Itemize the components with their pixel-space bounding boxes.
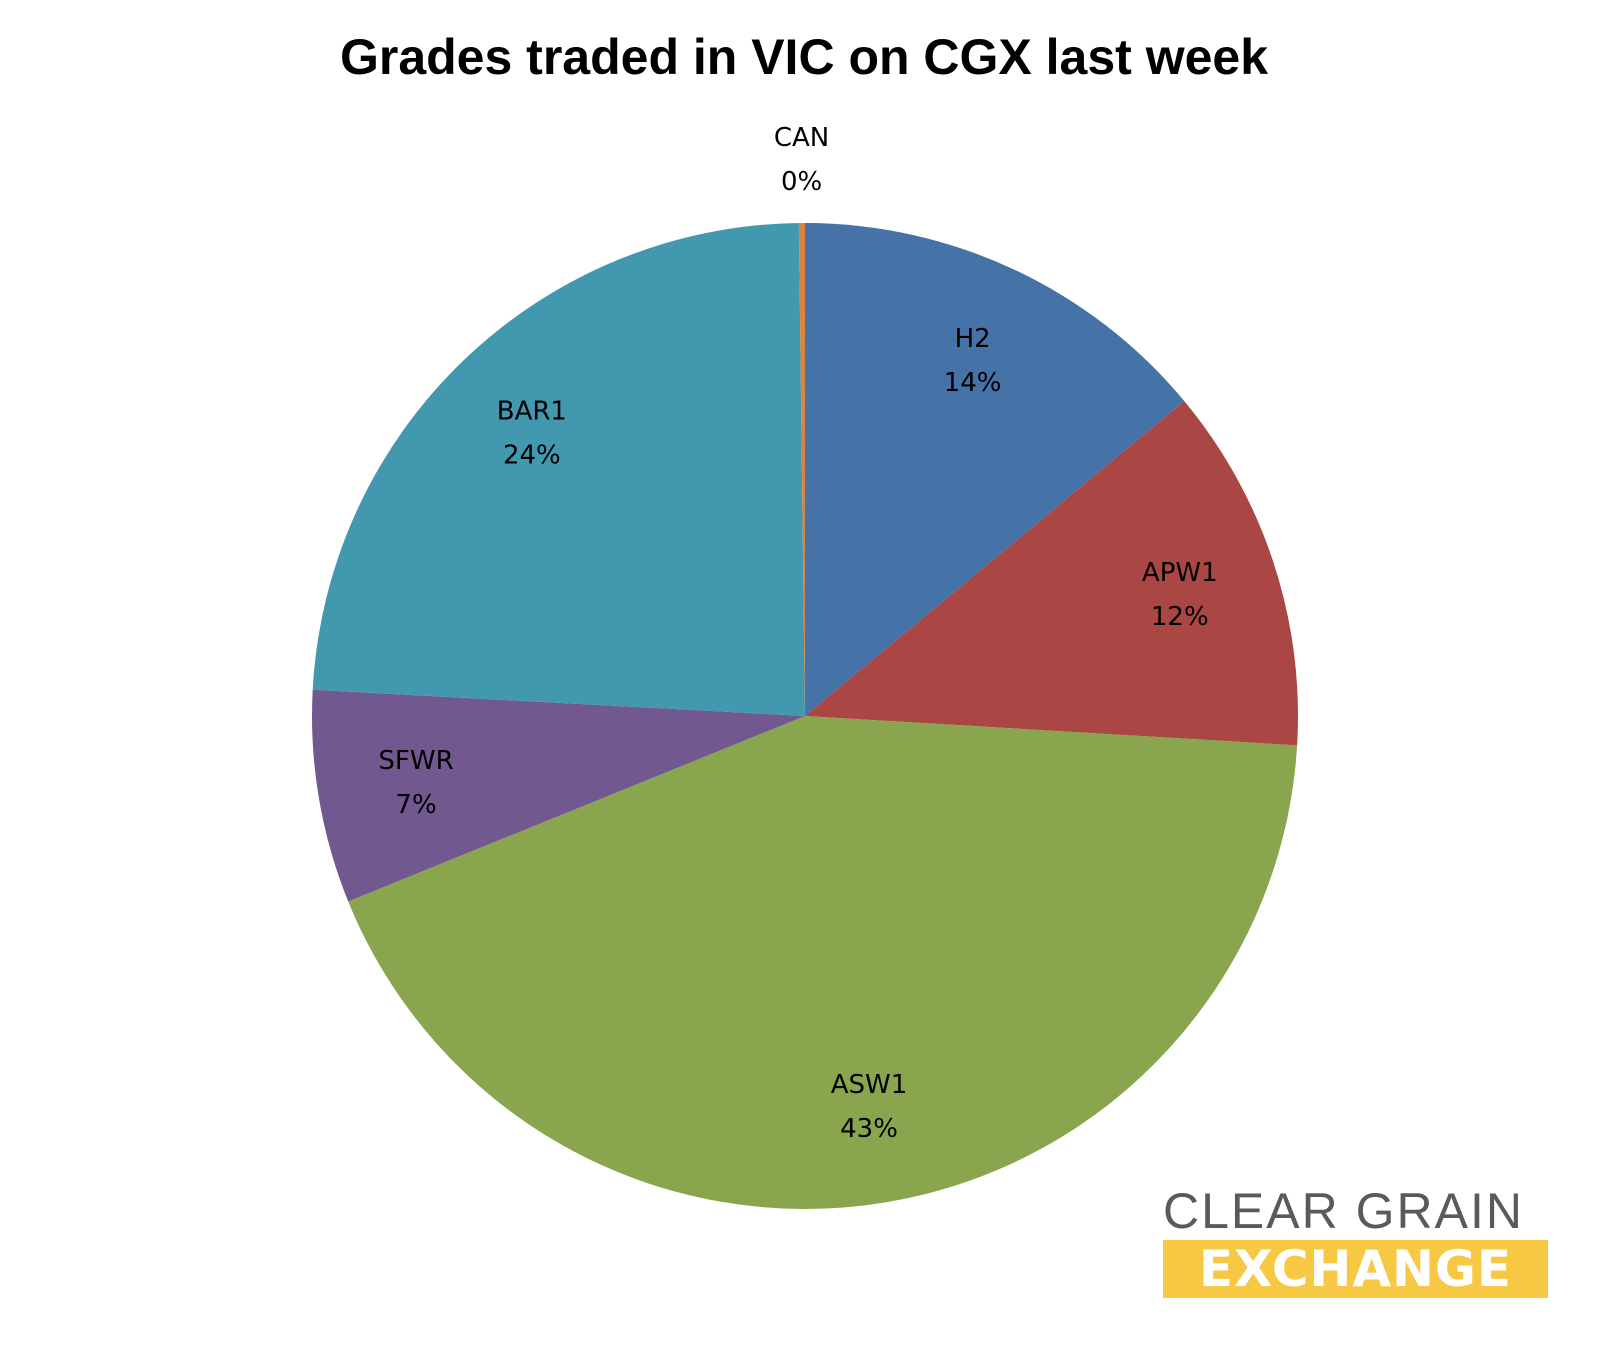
slice-label-asw1: ASW1 43% xyxy=(831,1070,908,1144)
pie-slices xyxy=(312,223,1298,1209)
slice-percent: 0% xyxy=(781,167,822,197)
pie-slice-asw1 xyxy=(348,716,1298,1209)
clear-grain-exchange-logo: CLEAR GRAIN EXCHANGE xyxy=(1163,1186,1553,1298)
chart-title: Grades traded in VIC on CGX last week xyxy=(339,29,1269,85)
slice-label-h2: H2 14% xyxy=(944,324,1002,398)
slice-percent: 7% xyxy=(395,790,436,820)
slice-name: H2 xyxy=(955,324,991,354)
pie-slice-sfwr xyxy=(312,689,805,902)
slice-label-sfwr: SFWR 7% xyxy=(378,746,453,820)
slice-label-apw1: APW1 12% xyxy=(1142,558,1218,632)
slice-percent: 43% xyxy=(840,1114,898,1144)
slice-name: APW1 xyxy=(1142,558,1218,588)
pie-slice-h2 xyxy=(805,223,1185,716)
pie-slice-apw1 xyxy=(805,401,1298,746)
pie-slice-bar1 xyxy=(312,223,805,717)
slice-percent: 14% xyxy=(944,368,1002,398)
slice-name: SFWR xyxy=(378,746,453,776)
logo-line-2: EXCHANGE xyxy=(1163,1240,1548,1298)
slice-label-can: CAN 0% xyxy=(774,123,829,197)
logo-line-1: CLEAR GRAIN xyxy=(1163,1183,1524,1239)
pie-slice-can xyxy=(798,223,805,716)
slice-percent: 12% xyxy=(1151,602,1209,632)
pie-labels: H2 14%APW1 12%ASW1 43%SFWR 7%BAR1 24%CAN 0% xyxy=(378,123,1217,1144)
slice-name: ASW1 xyxy=(831,1070,908,1100)
slice-percent: 24% xyxy=(503,440,561,470)
slice-name: BAR1 xyxy=(497,396,567,426)
slice-label-bar1: BAR1 24% xyxy=(497,396,567,470)
slice-name: CAN xyxy=(774,123,829,153)
